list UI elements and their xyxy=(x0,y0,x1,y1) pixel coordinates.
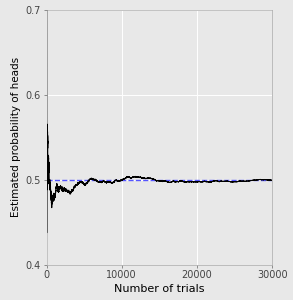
Y-axis label: Estimated probability of heads: Estimated probability of heads xyxy=(11,57,21,217)
X-axis label: Number of trials: Number of trials xyxy=(114,284,205,294)
